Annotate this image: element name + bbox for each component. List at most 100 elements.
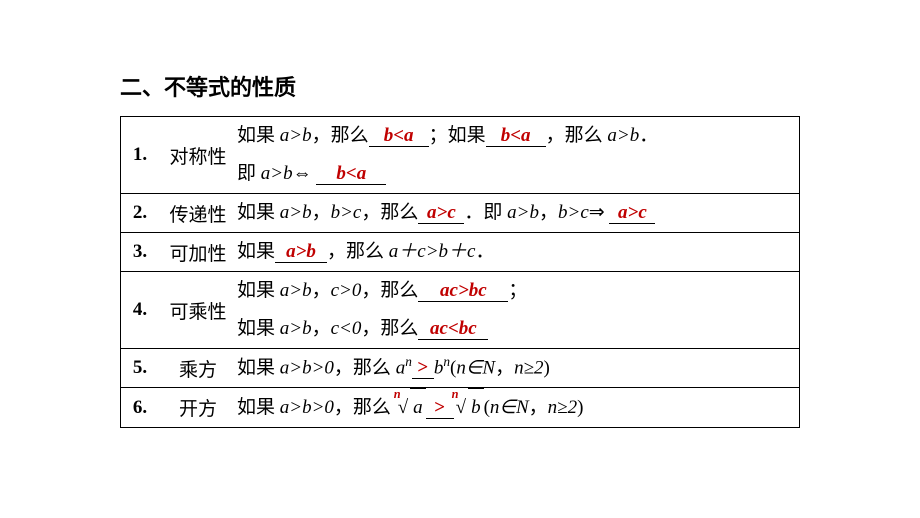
exponent: n	[405, 354, 412, 369]
math: b>c	[558, 202, 589, 223]
answer: ac<bc	[426, 318, 481, 339]
property-name: 可乘性	[159, 272, 237, 349]
nth-root: n√b	[454, 388, 484, 427]
text: 如果	[237, 241, 275, 262]
row-number: 4.	[121, 272, 160, 349]
math: a>b	[280, 318, 312, 339]
text: ，那么	[334, 357, 396, 378]
symbol: ⇒	[589, 202, 605, 223]
math: n≥2	[514, 357, 543, 378]
row-number: 5.	[121, 349, 160, 388]
text: ，那么	[312, 125, 369, 146]
text: ，	[312, 202, 331, 223]
table-row: 2. 传递性 如果 a>b，b>c，那么a>c．即 a>b，b>c⇒ a>c	[121, 194, 800, 233]
text: ．即	[464, 202, 507, 223]
blank: b<a	[316, 164, 386, 185]
text: 如果	[237, 357, 280, 378]
section-heading: 二、不等式的性质	[120, 70, 800, 102]
text: 即	[237, 163, 261, 184]
text: ，那么	[546, 125, 608, 146]
text: )	[577, 397, 583, 418]
property-name: 对称性	[159, 117, 237, 194]
math: n≥2	[548, 397, 577, 418]
answer: ac>bc	[436, 280, 491, 301]
math: a>b	[507, 202, 539, 223]
property-name: 可加性	[159, 233, 237, 272]
math: a>b	[280, 280, 312, 301]
math: a>b	[280, 125, 312, 146]
text: ；如果	[429, 125, 486, 146]
text: 如果	[237, 397, 280, 418]
text: 如果	[237, 125, 280, 146]
answer: a>b	[282, 241, 320, 262]
row-number: 3.	[121, 233, 160, 272]
row-number: 1.	[121, 117, 160, 194]
property-desc: 如果 a>b，b>c，那么a>c．即 a>b，b>c⇒ a>c	[237, 194, 800, 233]
table-row: 6. 开方 如果 a>b>0，那么 n√a>n√b(n∈N，n≥2)	[121, 388, 800, 428]
math: b>c	[331, 202, 362, 223]
property-desc: 如果 a>b>0，那么 an>bn(n∈N，n≥2)	[237, 349, 800, 388]
answer: b<a	[332, 163, 370, 184]
blank: a>c	[609, 203, 655, 224]
math: a＋c>b＋c	[389, 241, 476, 262]
math: a>b	[607, 125, 639, 146]
blank: ac<bc	[418, 319, 488, 340]
text: ，那么	[361, 280, 418, 301]
math: c>0	[331, 280, 362, 301]
answer: a>c	[614, 202, 651, 223]
math: c<0	[331, 318, 362, 339]
text: ，那么	[361, 318, 418, 339]
math: a>b	[280, 202, 312, 223]
blank: a>b	[275, 242, 327, 263]
blank: ac>bc	[418, 281, 508, 302]
root-degree: n	[390, 382, 405, 407]
blank: >	[412, 358, 434, 379]
math: b	[434, 357, 444, 378]
radicand: a	[410, 388, 426, 427]
property-desc: 如果 a>b，那么b<a；如果b<a，那么 a>b． 即 a>b⇔ b<a	[237, 117, 800, 194]
text: ；	[508, 280, 527, 301]
text: 如果	[237, 202, 280, 223]
text: 如果	[237, 280, 280, 301]
properties-table: 1. 对称性 如果 a>b，那么b<a；如果b<a，那么 a>b． 即 a>b⇔…	[120, 116, 800, 428]
property-desc: 如果 a>b>0，那么 n√a>n√b(n∈N，n≥2)	[237, 388, 800, 428]
text: ．	[475, 241, 494, 262]
blank: b<a	[369, 126, 429, 147]
symbol: ⇔	[293, 163, 312, 184]
answer: >	[413, 357, 432, 378]
property-desc: 如果 a>b ，那么 a＋c>b＋c．	[237, 233, 800, 272]
answer: >	[430, 397, 449, 418]
math: a>b	[261, 163, 293, 184]
blank: b<a	[486, 126, 546, 147]
text: )	[544, 357, 550, 378]
math: a>b>0	[280, 397, 334, 418]
math: a	[396, 357, 406, 378]
property-desc: 如果 a>b，c>0，那么ac>bc； 如果 a>b，c<0，那么ac<bc	[237, 272, 800, 349]
text: ，那么	[361, 202, 418, 223]
radicand: b	[468, 388, 484, 427]
table-row: 3. 可加性 如果 a>b ，那么 a＋c>b＋c．	[121, 233, 800, 272]
answer: a>c	[423, 202, 460, 223]
property-name: 乘方	[159, 349, 237, 388]
property-name: 传递性	[159, 194, 237, 233]
math: a>b>0	[280, 357, 334, 378]
answer: b<a	[497, 125, 535, 146]
answer: b<a	[380, 125, 418, 146]
nth-root: n√a	[396, 388, 426, 427]
text: ，	[312, 318, 331, 339]
table-row: 1. 对称性 如果 a>b，那么b<a；如果b<a，那么 a>b． 即 a>b⇔…	[121, 117, 800, 194]
text: ，	[539, 202, 558, 223]
root-degree: n	[448, 382, 463, 407]
text: ，	[529, 397, 548, 418]
blank: a>c	[418, 203, 464, 224]
row-number: 2.	[121, 194, 160, 233]
text: ，	[495, 357, 514, 378]
text: ，那么	[334, 397, 396, 418]
row-number: 6.	[121, 388, 160, 428]
text: ，那么	[327, 241, 389, 262]
table-row: 4. 可乘性 如果 a>b，c>0，那么ac>bc； 如果 a>b，c<0，那么…	[121, 272, 800, 349]
math: n∈N	[456, 357, 495, 378]
text: ，	[312, 280, 331, 301]
text: ．	[639, 125, 658, 146]
text: 如果	[237, 318, 280, 339]
